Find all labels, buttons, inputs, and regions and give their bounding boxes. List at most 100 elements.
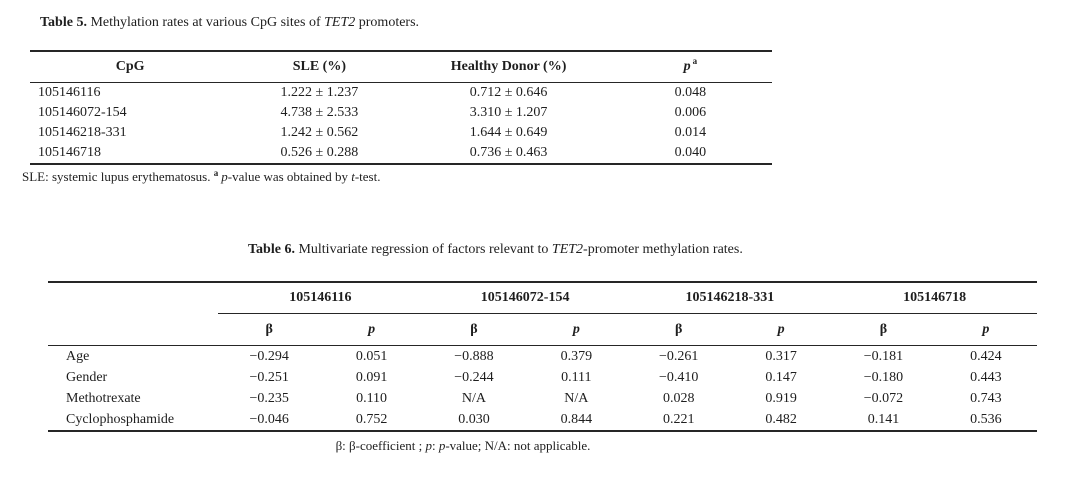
table6-caption-text-end: -promoter methylation rates. — [583, 242, 743, 257]
group-header-105146072-154: 105146072-154 — [422, 282, 628, 314]
cell-beta: −0.244 — [454, 369, 494, 385]
cell-p: 0.048 — [674, 85, 707, 100]
cell-beta: −0.261 — [658, 348, 699, 364]
table6-subheader-row: β p β p β p β p — [48, 314, 1037, 346]
cell-sle: 0.526 ± 0.288 — [280, 145, 359, 160]
beta-header: β — [265, 321, 273, 337]
cell-p: 0.091 — [355, 369, 388, 385]
group-header-105146718: 105146718 — [832, 282, 1037, 314]
cell-beta: −0.251 — [249, 369, 289, 385]
p-symbol: p — [438, 438, 446, 453]
p-symbol: p — [572, 321, 580, 337]
p-symbol: p — [777, 321, 785, 337]
cell-p: 0.379 — [560, 348, 593, 364]
table5-header-cpg: CpG — [115, 59, 145, 74]
empty-corner-cell — [48, 314, 218, 346]
p-symbol: p — [982, 321, 990, 337]
group-header-105146218-331: 105146218-331 — [627, 282, 833, 314]
cell-p: 0.752 — [355, 411, 388, 427]
cell-p: 0.051 — [355, 348, 388, 364]
cell-p: 0.147 — [765, 369, 797, 385]
cell-healthy-donor: 0.736 ± 0.463 — [469, 145, 548, 160]
beta-header: β — [674, 321, 683, 337]
cell-beta: −0.181 — [863, 348, 904, 364]
table-row: 105146218-331 1.242 ± 0.562 1.644 ± 0.64… — [30, 123, 772, 143]
table-row: Age −0.294 0.051 −0.888 0.379 −0.261 0.3… — [48, 346, 1037, 368]
cell-beta: 0.028 — [662, 390, 695, 406]
cell-sle: 1.242 ± 0.562 — [280, 125, 359, 140]
cell-p: 0.006 — [674, 105, 707, 120]
row-label: Age — [66, 348, 90, 364]
footnote-text: -value was obtained by — [227, 169, 352, 184]
row-label: Methotrexate — [66, 390, 141, 406]
footnote-text: -value; N/A: not applicable. — [445, 438, 591, 453]
table5-caption-text: Methylation rates at various CpG sites o… — [86, 15, 325, 30]
table6-caption: Table 6. Multivariate regression of fact… — [248, 242, 743, 258]
table5-footnote: SLE: systemic lupus erythematosus. a p-va… — [22, 167, 380, 185]
footnote-marker-a: a — [213, 167, 219, 178]
cell-cpg: 105146072-154 — [38, 105, 127, 120]
table-row: Cyclophosphamide −0.046 0.752 0.030 0.84… — [48, 409, 1037, 431]
cell-p: 0.317 — [765, 348, 797, 364]
p-header: p — [730, 314, 832, 346]
cell-p: 0.111 — [561, 369, 592, 385]
p-symbol: p — [368, 321, 376, 337]
cell-p: 0.743 — [970, 390, 1002, 406]
cell-beta: −0.294 — [249, 348, 289, 364]
cell-sle: 1.222 ± 1.237 — [280, 85, 359, 100]
cell-beta: −0.180 — [863, 369, 904, 385]
table6-caption-text: Multivariate regression of factors relev… — [294, 242, 552, 257]
cell-beta: 0.030 — [458, 411, 490, 427]
table6-footnote: β: β-coefficient ; p: p-value; N/A: not … — [48, 438, 878, 454]
beta-header: β — [879, 321, 888, 337]
cell-p: 0.844 — [560, 411, 593, 427]
group-header-105146116: 105146116 — [218, 282, 423, 314]
cell-cpg: 105146718 — [38, 145, 101, 160]
footnote-text: β: β-coefficient ; — [335, 438, 426, 453]
table-row: 105146718 0.526 ± 0.288 0.736 ± 0.463 0.… — [30, 143, 772, 164]
cell-beta: 0.141 — [867, 411, 900, 427]
row-label: Gender — [66, 369, 108, 385]
cell-beta: −0.235 — [249, 390, 289, 406]
t-symbol: t — [351, 169, 355, 184]
cell-p: 0.040 — [674, 145, 707, 160]
cell-beta: 0.221 — [662, 411, 695, 427]
cell-beta: −0.410 — [658, 369, 699, 385]
cell-healthy-donor: 3.310 ± 1.207 — [469, 105, 548, 120]
cell-cpg: 105146116 — [38, 85, 101, 100]
cell-beta: N/A — [461, 390, 486, 406]
table-row: Methotrexate −0.235 0.110 N/A N/A 0.028 … — [48, 388, 1037, 409]
beta-header: β — [470, 321, 478, 337]
cell-p: 0.424 — [970, 348, 1002, 364]
row-label: Cyclophosphamide — [66, 411, 175, 427]
cell-p: 0.443 — [970, 369, 1002, 385]
p-header: p — [935, 314, 1037, 346]
footnote-marker-a: a — [692, 56, 698, 67]
table5-header-sle: SLE (%) — [292, 59, 347, 74]
table-row: 105146116 1.222 ± 1.237 0.712 ± 0.646 0.… — [30, 83, 772, 104]
footnote-text: SLE: systemic lupus erythematosus. — [22, 169, 211, 184]
cell-p: 0.482 — [765, 411, 797, 427]
cell-beta: −0.888 — [454, 348, 494, 364]
table6-caption-label: Table 6. — [248, 242, 295, 257]
table6-caption-gene: TET2 — [551, 242, 584, 257]
table5-caption: Table 5. Methylation rates at various Cp… — [40, 15, 419, 31]
p-symbol: p — [425, 438, 432, 453]
cell-p: 0.110 — [356, 390, 388, 406]
cell-beta: −0.046 — [249, 411, 289, 427]
footnote-text: : — [431, 438, 439, 453]
table5-header-healthy-donor: Healthy Donor (%) — [450, 59, 567, 74]
cell-healthy-donor: 0.712 ± 0.646 — [469, 85, 548, 100]
p-symbol: p — [221, 169, 228, 184]
cell-p: 0.014 — [674, 125, 707, 140]
table5-caption-text-end: promoters. — [355, 15, 420, 30]
empty-corner-cell — [48, 282, 218, 314]
table5-caption-gene: TET2 — [324, 15, 356, 30]
cell-cpg: 105146218-331 — [38, 125, 127, 140]
p-symbol: p — [683, 59, 691, 74]
cell-healthy-donor: 1.644 ± 0.649 — [469, 125, 548, 140]
table-row: Gender −0.251 0.091 −0.244 0.111 −0.410 … — [48, 367, 1037, 388]
